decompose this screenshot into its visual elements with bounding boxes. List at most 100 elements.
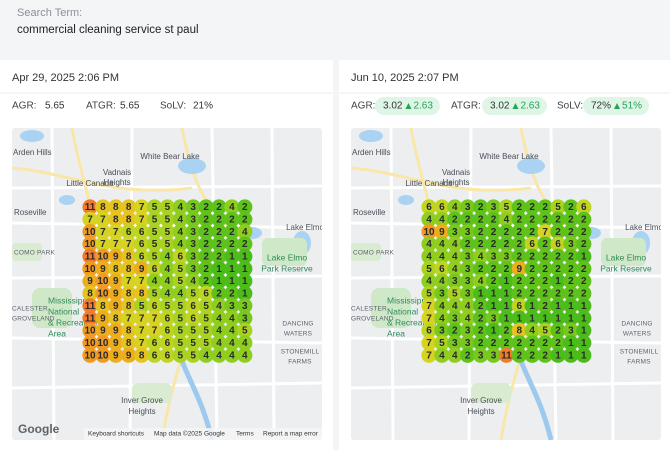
rank-label: 2 — [542, 264, 548, 275]
map-label: DANCING — [282, 321, 313, 328]
map-label: White Bear Lake — [140, 152, 200, 161]
map-footer-link[interactable]: Keyboard shortcuts — [88, 431, 145, 438]
rank-label: 6 — [517, 301, 523, 312]
rank-bubble — [198, 199, 214, 215]
rank-bubble — [82, 248, 98, 264]
metric-change: 2.63 — [413, 101, 433, 112]
rank-bubble — [224, 310, 240, 326]
rank-label: 4 — [242, 350, 248, 361]
map-label: CALESTER — [351, 306, 387, 313]
rank-bubble — [576, 335, 592, 351]
rank-label: 2 — [529, 214, 535, 225]
rank-label: 5 — [190, 338, 196, 349]
rank-label: 2 — [555, 338, 561, 349]
rank-label: 2 — [568, 202, 574, 213]
rank-bubble — [421, 335, 437, 351]
rank-label: 3 — [465, 326, 471, 337]
rank-bubble — [224, 261, 240, 277]
rank-bubble — [550, 285, 566, 302]
rank-label: 8 — [113, 214, 119, 225]
rank-bubble — [511, 298, 527, 314]
up-arrow — [512, 103, 519, 109]
rank-label: 3 — [491, 202, 497, 213]
rank-label: 4 — [216, 338, 222, 349]
rank-bubble — [198, 224, 214, 240]
rank-bubble — [434, 298, 450, 314]
metric-change: 2.63 — [520, 101, 540, 112]
rank-label: 1 — [568, 350, 574, 361]
rank-label: 3 — [439, 326, 445, 337]
rank-bubble — [460, 224, 476, 240]
rank-label: 2 — [491, 227, 497, 238]
rank-bubble — [434, 310, 450, 326]
rank-bubble — [421, 248, 437, 264]
rank-bubble — [172, 335, 188, 351]
rank-bubble — [563, 273, 579, 289]
rank-label: 3 — [452, 276, 458, 287]
rank-bubble — [421, 347, 437, 363]
rank-bubble — [108, 335, 124, 351]
rank-bubble — [460, 298, 476, 314]
rank-label: 5 — [190, 350, 196, 361]
rank-bubble — [537, 298, 553, 314]
rank-label: 8 — [517, 326, 523, 337]
rank-label: 4 — [439, 350, 445, 361]
rank-label: 3 — [568, 239, 574, 250]
rank-label: 8 — [139, 289, 145, 300]
rank-bubble — [524, 211, 540, 227]
rank-label: 1 — [529, 313, 535, 324]
rank-bubble — [524, 335, 540, 351]
rank-label: 5 — [178, 338, 184, 349]
map-footer-link[interactable]: Report a map error — [263, 431, 319, 438]
metric-pill: 3.02 2.63 — [482, 97, 547, 115]
rank-label: 2 — [452, 326, 458, 337]
map-label: Arden Hills — [13, 148, 52, 157]
rank-bubble — [121, 224, 137, 240]
metric-value: 5.65 — [120, 101, 140, 112]
rank-bubble — [511, 261, 527, 277]
rank-bubble — [434, 248, 450, 264]
rank-label: 4 — [165, 264, 171, 275]
rank-label: 2 — [242, 239, 248, 250]
rank-bubble — [121, 211, 137, 227]
rank-label: 4 — [229, 350, 235, 361]
rank-bubble — [434, 273, 450, 289]
rank-bubble — [95, 322, 111, 339]
map-label: Inver Grove — [460, 396, 502, 405]
map-label: Arden Hills — [352, 148, 391, 157]
rank-bubble — [421, 273, 437, 289]
rank-bubble — [95, 347, 111, 363]
rank-label: 7 — [139, 326, 145, 337]
rank-label: 7 — [426, 313, 432, 324]
rank-bubble — [159, 335, 175, 351]
map-footer-link[interactable]: Terms — [236, 431, 254, 438]
rank-label: 2 — [465, 214, 471, 225]
rank-bubble — [421, 310, 437, 326]
rank-bubble — [237, 211, 253, 227]
rank-label: 2 — [529, 264, 535, 275]
rank-label: 1 — [581, 301, 587, 312]
map-footer-link[interactable]: Map data ©2025 Google — [154, 430, 225, 438]
rank-label: 4 — [242, 227, 248, 238]
rank-bubble — [146, 199, 163, 215]
rank-bubble — [185, 236, 201, 252]
rank-bubble — [447, 273, 463, 289]
rank-bubble — [524, 285, 540, 302]
rank-bubble — [185, 211, 201, 227]
rank-label: 2 — [478, 301, 484, 312]
metric-value: 21% — [193, 101, 213, 112]
rank-label: 2 — [542, 239, 548, 250]
rank-label: 3 — [491, 350, 497, 361]
rank-bubble — [473, 347, 489, 363]
rank-label: 9 — [126, 350, 132, 361]
rank-label: 2 — [568, 214, 574, 225]
rank-label: 10 — [84, 239, 96, 250]
rank-label: 1 — [555, 301, 561, 312]
rank-label: 2 — [517, 227, 523, 238]
rank-label: 11 — [85, 313, 96, 324]
rank-label: 8 — [126, 289, 132, 300]
rank-label: 2 — [529, 252, 535, 263]
rank-bubble — [576, 211, 592, 227]
rank-label: 2 — [504, 264, 510, 275]
rank-label: 1 — [242, 264, 248, 275]
